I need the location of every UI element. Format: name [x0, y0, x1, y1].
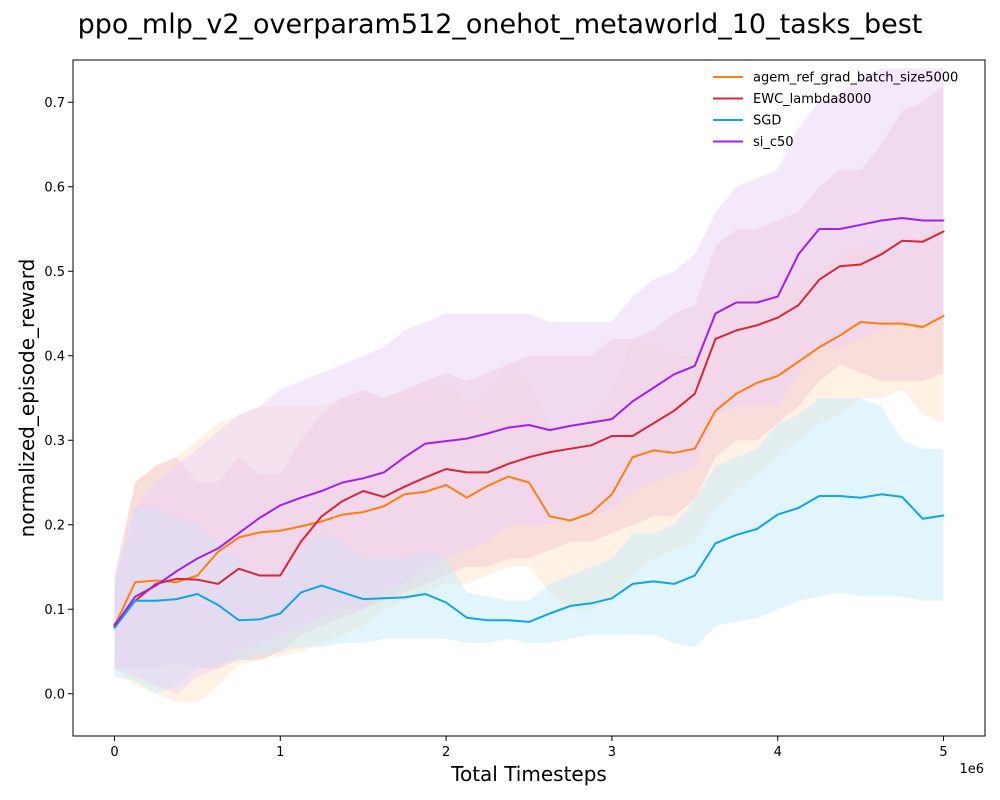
series-line-0 — [113, 315, 945, 628]
y-tick-label-0: 0.0 — [44, 687, 65, 702]
chart-title: ppo_mlp_v2_overparam512_onehot_metaworld… — [78, 9, 923, 40]
confidence-bands — [114, 68, 944, 703]
y-tick-label-6: 0.6 — [44, 180, 65, 195]
y-axis: 0.0 0.1 0.2 0.3 0.4 0.5 0.6 0.7 — [44, 96, 73, 702]
x-tick-label-4: 4 — [774, 745, 782, 760]
x-offset-label: 1e6 — [959, 762, 984, 777]
x-tick-label-2: 2 — [442, 745, 450, 760]
series-line-2 — [113, 493, 945, 629]
x-tick-label-0: 0 — [110, 745, 118, 760]
series-line-3 — [113, 217, 945, 628]
legend-label-2: SGD — [753, 114, 781, 129]
x-tick-label-1: 1 — [276, 745, 284, 760]
plot-frame — [72, 59, 986, 737]
y-axis-label: normalized_episode_reward — [15, 259, 39, 538]
x-axis: 0 1 2 3 4 5 — [110, 736, 948, 760]
legend: agem_ref_grad_batch_size5000 EWC_lambda80… — [713, 71, 958, 150]
series-lines — [113, 217, 945, 629]
x-axis-label: Total Timesteps — [450, 762, 607, 786]
legend-label-1: EWC_lambda8000 — [753, 92, 871, 107]
y-tick-label-2: 0.2 — [44, 518, 65, 533]
y-tick-label-1: 0.1 — [44, 603, 65, 618]
y-tick-label-4: 0.4 — [44, 349, 65, 364]
band-2 — [114, 398, 944, 694]
y-tick-label-5: 0.5 — [44, 265, 65, 280]
x-tick-label-3: 3 — [608, 745, 616, 760]
legend-label-0: agem_ref_grad_batch_size5000 — [753, 71, 958, 86]
series-line-1 — [113, 230, 945, 626]
x-tick-label-5: 5 — [939, 745, 947, 760]
band-3 — [114, 68, 944, 694]
y-tick-label-3: 0.3 — [44, 434, 65, 449]
legend-label-3: si_c50 — [753, 135, 794, 150]
y-tick-label-7: 0.7 — [44, 96, 65, 111]
